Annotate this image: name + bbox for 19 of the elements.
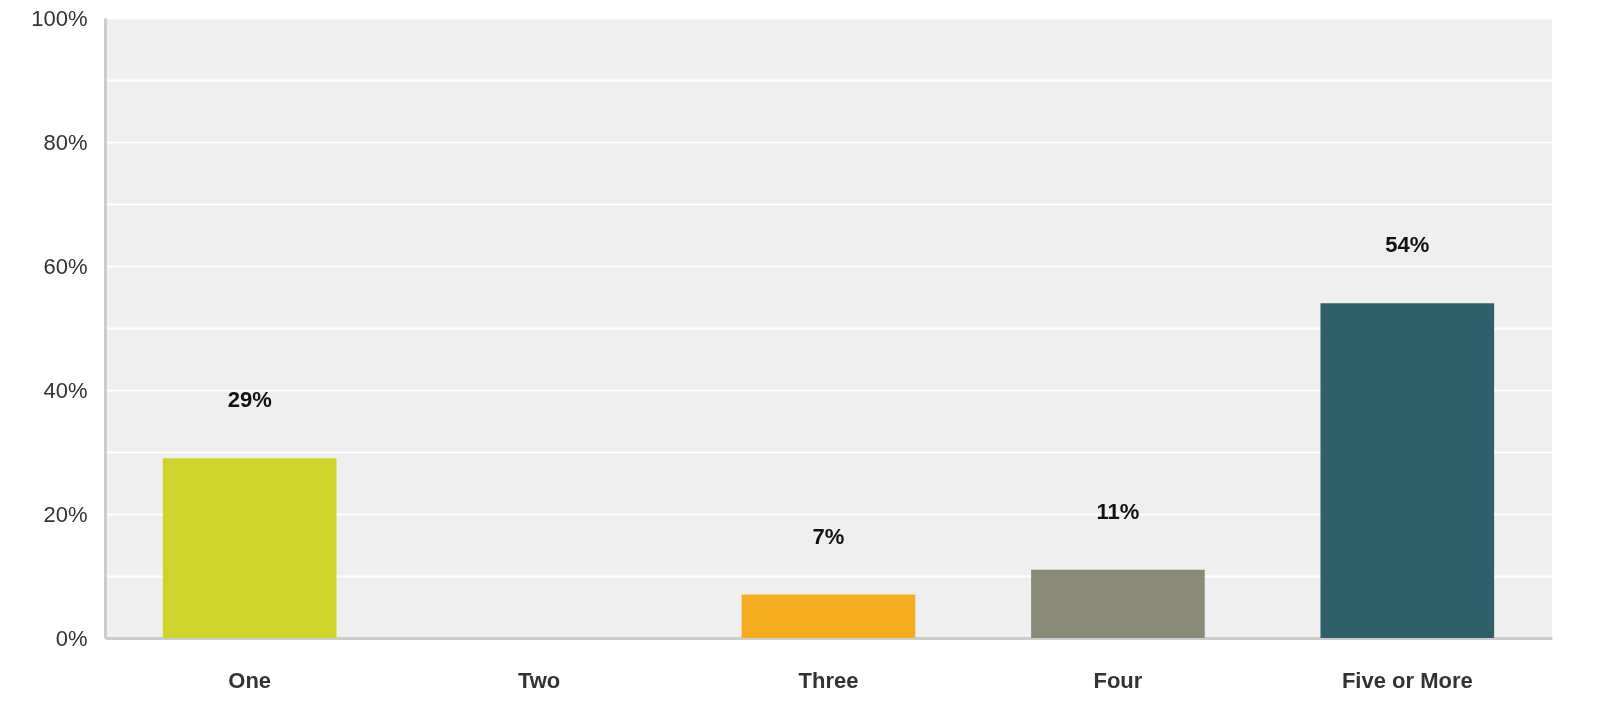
y-tick-label: 0% bbox=[55, 625, 88, 651]
y-tick-label: 100% bbox=[31, 5, 88, 31]
bar bbox=[1031, 569, 1205, 638]
bar bbox=[741, 594, 916, 638]
y-tick-label: 80% bbox=[43, 129, 88, 155]
x-tick-label: Five or More bbox=[1341, 667, 1473, 693]
data-label: 29% bbox=[227, 387, 272, 413]
y-tick-label: 40% bbox=[43, 377, 88, 403]
x-tick-label: Three bbox=[798, 667, 859, 693]
data-label: 7% bbox=[812, 523, 845, 549]
bar bbox=[1320, 303, 1495, 638]
bar bbox=[162, 458, 337, 638]
data-label: 11% bbox=[1096, 498, 1140, 524]
x-tick-label: Four bbox=[1093, 667, 1143, 693]
y-tick-label: 20% bbox=[43, 501, 88, 527]
x-tick-label: One bbox=[228, 667, 272, 693]
data-label: 54% bbox=[1385, 232, 1430, 258]
y-tick-label: 60% bbox=[43, 253, 88, 279]
x-tick-label: Two bbox=[517, 667, 561, 693]
